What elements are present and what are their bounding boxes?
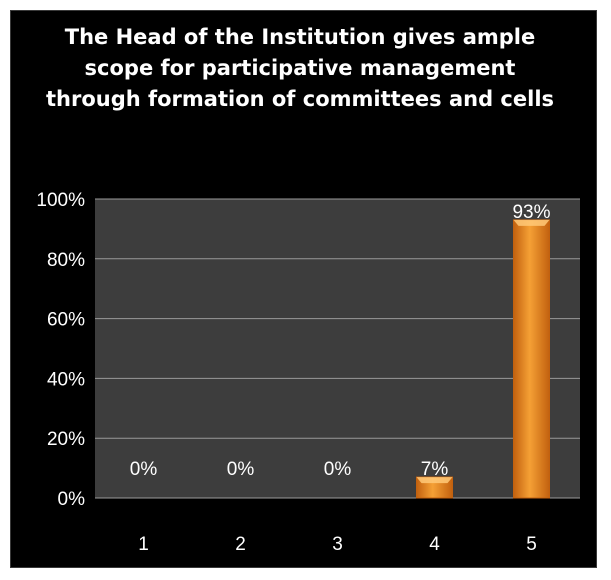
data-label: 7% xyxy=(421,459,449,480)
data-label: 93% xyxy=(512,202,550,223)
bar xyxy=(513,219,550,499)
x-tick-label: 3 xyxy=(332,534,343,555)
x-tick-label: 2 xyxy=(235,534,246,555)
y-tick-label: 20% xyxy=(47,429,85,450)
x-tick-label: 4 xyxy=(429,534,440,555)
y-tick-label: 60% xyxy=(47,310,85,331)
data-label: 0% xyxy=(130,459,158,480)
x-tick-label: 1 xyxy=(138,534,149,555)
y-tick-label: 80% xyxy=(47,250,85,271)
bar-highlight xyxy=(513,219,550,226)
y-tick-label: 100% xyxy=(36,190,85,211)
data-label: 0% xyxy=(227,459,255,480)
data-label: 0% xyxy=(324,459,352,480)
y-tick-label: 0% xyxy=(58,489,86,510)
bar-highlight xyxy=(416,477,453,484)
x-tick-label: 5 xyxy=(526,534,537,555)
y-tick-label: 40% xyxy=(47,369,85,390)
chart-title: The Head of the Institution gives ample … xyxy=(45,25,555,111)
plot-area xyxy=(95,199,580,498)
